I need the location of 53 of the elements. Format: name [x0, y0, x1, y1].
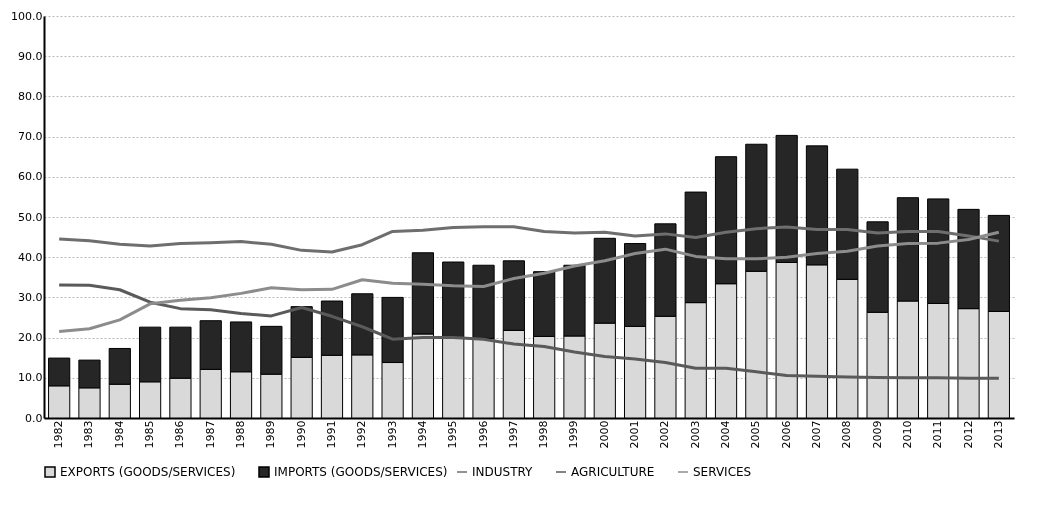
x-tick-label: 2010: [900, 420, 914, 449]
legend-label: INDUSTRY: [472, 465, 534, 479]
line-series: [57, 283, 1001, 380]
x-tick-label: 1982: [52, 420, 66, 449]
x-tick-label: 2005: [749, 420, 763, 449]
x-tick-label: 1990: [294, 420, 308, 449]
x-tick-label: 1997: [506, 420, 520, 449]
y-tick-label: 20.0: [18, 331, 43, 345]
x-tick-label: 1998: [537, 420, 551, 449]
x-tick-label: 2013: [991, 420, 1005, 449]
x-tick-label: 2004: [719, 420, 733, 449]
x-tick-label: 2007: [809, 420, 823, 449]
bar: [442, 261, 465, 339]
x-tick-label: 2002: [658, 420, 672, 449]
legend-label: IMPORTS (GOODS/SERVICES): [274, 465, 448, 479]
x-tick-label: 2009: [870, 420, 884, 449]
x-tick-label: 1989: [264, 420, 278, 449]
legend-label: SERVICES: [693, 465, 752, 479]
line-series: [57, 225, 1001, 254]
y-tick-label: 40.0: [18, 250, 43, 264]
x-tick-label: 2001: [628, 420, 642, 449]
legend-label: EXPORTS (GOODS/SERVICES): [60, 465, 236, 479]
y-tick-label: 80.0: [18, 89, 43, 103]
x-tick-label: 1993: [385, 420, 399, 449]
x-tick-label: 1992: [355, 420, 369, 449]
x-tick-label: 2012: [961, 420, 975, 449]
x-tick-label: 1983: [82, 420, 96, 449]
y-tick-label: 90.0: [18, 49, 43, 63]
x-tick-label: 1985: [143, 420, 157, 449]
y-tick-label: 0.0: [25, 411, 43, 425]
x-tick-label: 1986: [173, 420, 187, 449]
x-tick-label: 1991: [324, 420, 338, 449]
x-tick-label: 2006: [779, 420, 793, 449]
x-tick-label: 1994: [415, 420, 429, 449]
y-tick-label: 70.0: [18, 130, 43, 144]
x-tick-label: 1996: [476, 420, 490, 449]
y-tick-label: 50.0: [18, 210, 43, 224]
x-tick-label: 2011: [931, 420, 945, 449]
y-tick-label: 60.0: [18, 170, 43, 184]
line-series: [57, 230, 1001, 334]
bar: [472, 264, 495, 339]
legend-label: AGRICULTURE: [571, 465, 655, 479]
x-tick-label: 1995: [446, 420, 460, 449]
y-tick-label: 100.0: [11, 9, 43, 23]
x-tick-label: 1987: [203, 420, 217, 449]
x-tick-label: 2008: [840, 420, 854, 449]
y-tick-label: 10.0: [18, 371, 43, 385]
x-tick-label: 1988: [234, 420, 248, 449]
x-tick-label: 1999: [567, 420, 581, 449]
x-tick-label: 2003: [688, 420, 702, 449]
x-tick-label: 1984: [112, 420, 126, 449]
x-tick-label: 2000: [597, 420, 611, 449]
y-tick-label: 30.0: [18, 290, 43, 304]
